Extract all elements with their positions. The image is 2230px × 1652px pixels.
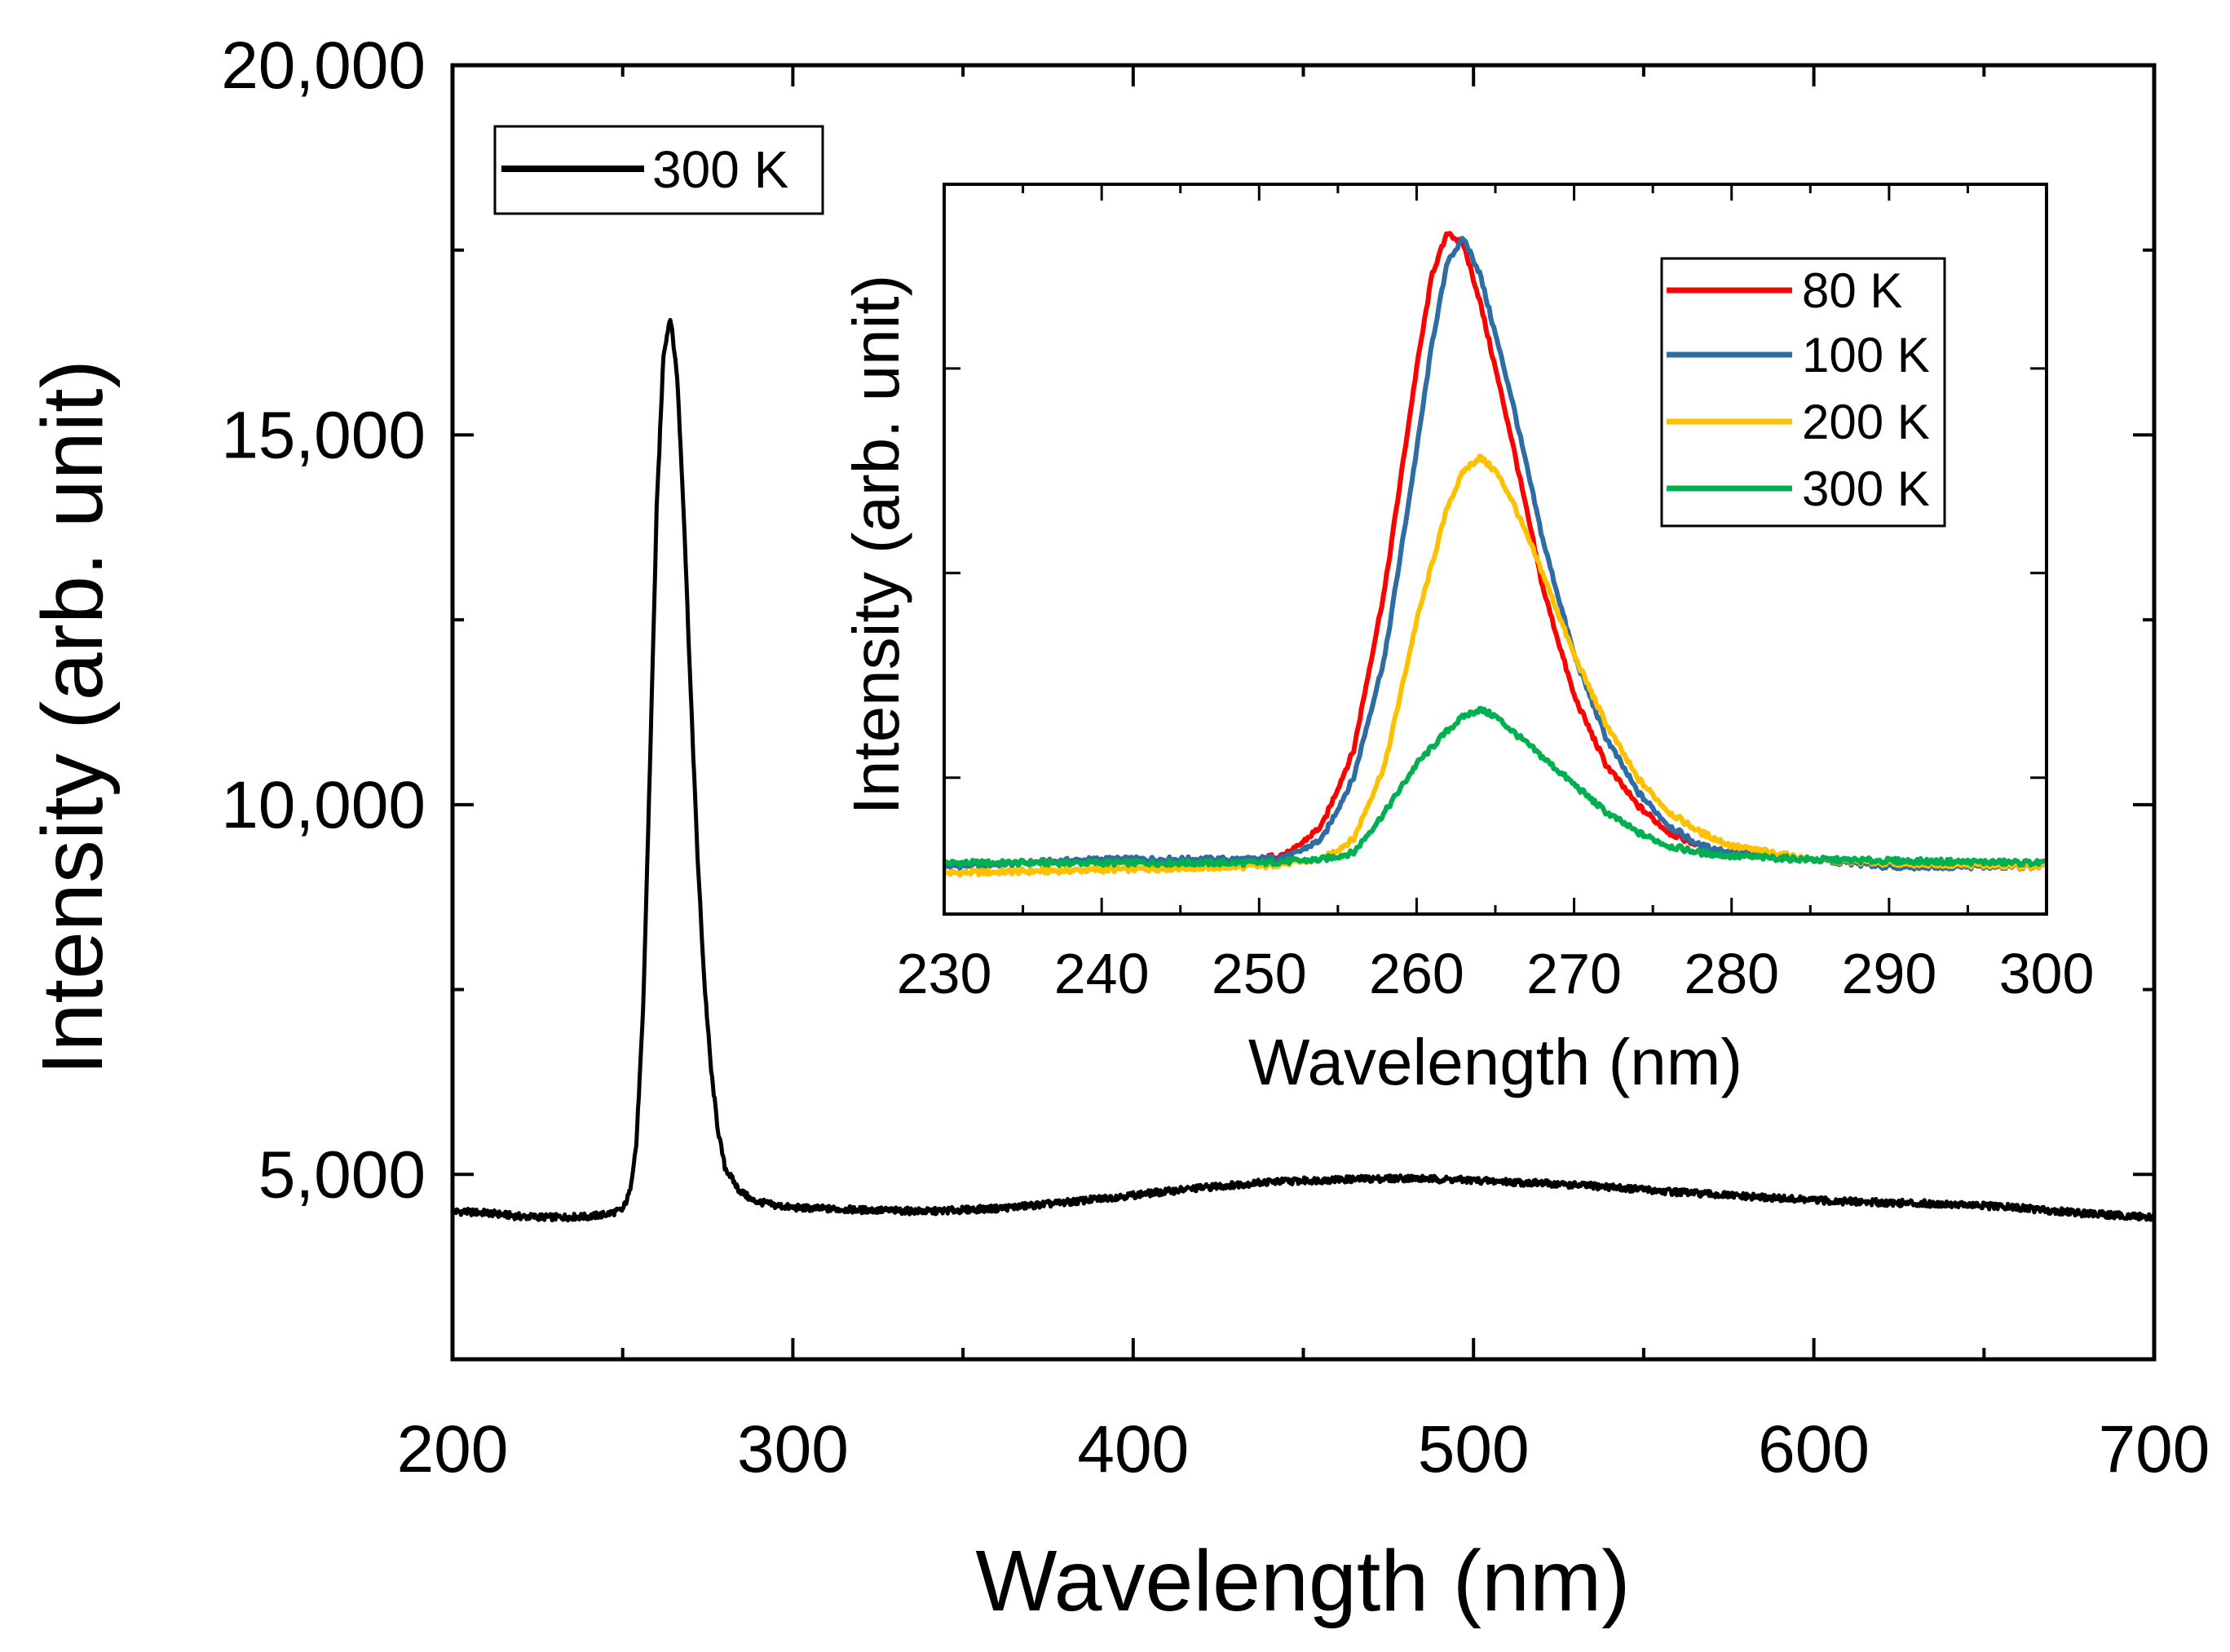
inset-x-tick-label-270: 270 <box>1526 942 1622 1005</box>
inset-x-tick-label-290: 290 <box>1841 942 1936 1005</box>
main-legend-label-300k: 300 K <box>652 140 788 199</box>
inset-y-axis-title: Intensity (arb. unit) <box>840 275 912 815</box>
inset-legend-label-100k: 100 K <box>1802 328 1930 382</box>
inset-x-tick-label-300: 300 <box>1999 942 2095 1005</box>
main-x-tick-label-400: 400 <box>1077 1412 1189 1486</box>
main-series-layer <box>450 317 2157 1223</box>
main-ticks-layer <box>451 64 2156 1361</box>
main-x-tick-label-600: 600 <box>1758 1412 1870 1486</box>
main-legend: 300 K <box>493 125 824 215</box>
inset-x-tick-label-260: 260 <box>1369 942 1464 1005</box>
inset-series-line-300-k <box>942 705 2048 868</box>
main-tick-labels-layer: 200 300 400 500 600 700 5,000 10,000 15,000 20,00… <box>221 29 2210 1486</box>
inset-legend-label-300k: 300 K <box>1802 462 1930 516</box>
inset-legend: 80 K 100 K 200 K 300 K <box>1660 257 1946 528</box>
main-x-tick-label-700: 700 <box>2099 1412 2210 1486</box>
main-series-line-300-k <box>450 317 2157 1223</box>
inset-series-layer <box>942 231 2048 878</box>
inset-legend-box <box>1660 257 1946 528</box>
main-y-tick-label-5000: 5,000 <box>258 1137 426 1212</box>
main-x-tick-label-500: 500 <box>1418 1412 1530 1486</box>
inset-tick-labels-layer: 230 240 250 260 270 280 290 300 <box>897 942 2095 1005</box>
main-y-tick-label-10000: 10,000 <box>221 768 426 842</box>
main-y-axis-title: Intensity (arb. unit) <box>24 360 121 1076</box>
main-x-tick-label-200: 200 <box>397 1412 509 1486</box>
inset-x-axis-title: Wavelength (nm) <box>1248 1026 1742 1098</box>
inset-x-tick-label-240: 240 <box>1054 942 1150 1005</box>
main-y-tick-label-20000: 20,000 <box>221 29 426 103</box>
main-x-tick-label-300: 300 <box>737 1412 849 1486</box>
inset-ticks-layer <box>943 184 2048 914</box>
inset-x-tick-label-230: 230 <box>897 942 992 1005</box>
main-y-tick-label-15000: 15,000 <box>221 398 426 472</box>
inset-x-tick-label-250: 250 <box>1212 942 1307 1005</box>
inset-legend-label-80k: 80 K <box>1802 263 1902 318</box>
main-x-axis-title: Wavelength (nm) <box>975 1533 1630 1629</box>
inset-legend-label-200k: 200 K <box>1802 395 1930 449</box>
main-chart: 200 300 400 500 600 700 5,000 10,000 15,000 20,00… <box>24 29 2210 1629</box>
inset-x-tick-label-280: 280 <box>1684 942 1779 1005</box>
inset-chart: 230 240 250 260 270 280 290 300 Wavelength (nm)… <box>840 183 2095 1098</box>
